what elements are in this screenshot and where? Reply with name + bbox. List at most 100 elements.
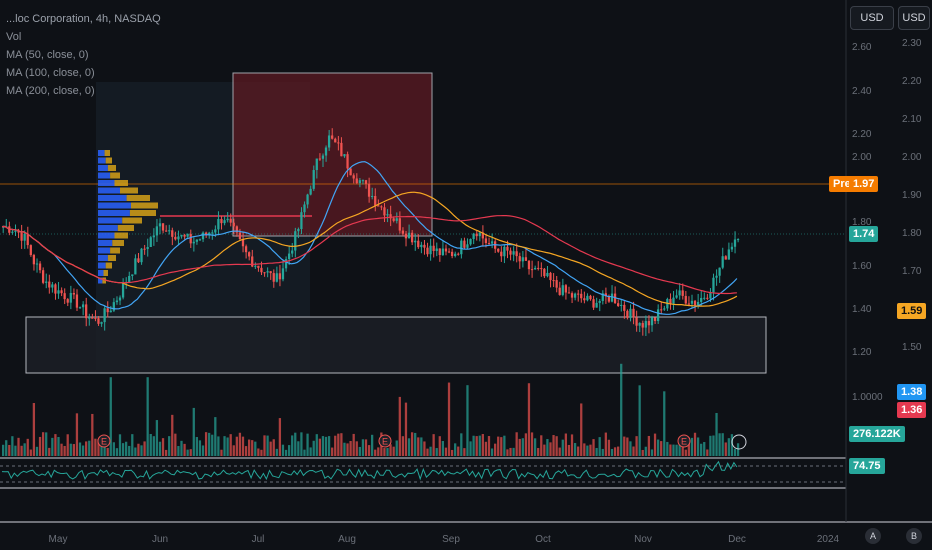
candle-body — [309, 188, 312, 195]
candle-body — [315, 158, 318, 171]
volume-bar — [441, 441, 444, 456]
candle-body — [380, 206, 383, 208]
time-axis-tick: Sep — [442, 534, 460, 545]
candle-body — [26, 233, 29, 246]
volume-bar — [509, 447, 512, 456]
volume-bar — [131, 434, 134, 456]
candle-body — [561, 285, 564, 295]
volume-bar — [420, 437, 423, 456]
support-zone — [25, 316, 767, 374]
volume-bar — [481, 434, 484, 456]
moving-averages — [1, 161, 738, 315]
currency-button-right[interactable]: USD — [898, 6, 930, 30]
volume-bar — [601, 448, 604, 456]
candle-body — [573, 293, 577, 298]
price-axis-tick-left: 1.60 — [852, 261, 872, 272]
candle-body — [420, 244, 423, 248]
volume-bar — [398, 396, 401, 456]
volume-bar — [189, 449, 192, 456]
candle-body — [201, 232, 205, 240]
candle-body — [620, 304, 623, 306]
profile-bar-sell — [126, 195, 150, 201]
volume-bar — [60, 443, 63, 456]
candle-body — [72, 293, 75, 295]
candle-body — [140, 248, 143, 263]
volume-bar — [410, 432, 414, 456]
volume-bar — [115, 448, 119, 456]
profile-bar-buy — [98, 187, 120, 194]
candle-body — [303, 204, 306, 213]
candle-body — [543, 268, 546, 277]
earnings-marker[interactable]: E — [677, 434, 691, 448]
volume-bar — [88, 440, 91, 456]
candle-body — [35, 263, 39, 265]
candle-body — [718, 267, 721, 276]
legend-ma200[interactable]: MA (200, close, 0) — [6, 85, 95, 97]
candle-body — [180, 234, 183, 237]
currency-button-left[interactable]: USD — [850, 6, 894, 30]
profile-bar-sell — [112, 240, 124, 246]
candle-body — [577, 293, 580, 295]
volume-bar — [235, 436, 238, 456]
volume-bar — [604, 432, 607, 456]
volume-bar — [69, 443, 72, 456]
volume-bar — [561, 439, 564, 456]
candle-body — [275, 273, 278, 282]
volume-bar — [63, 445, 66, 456]
candle-body — [653, 317, 657, 321]
legend-vol[interactable]: Vol — [6, 31, 22, 43]
lightning-icon[interactable] — [731, 434, 747, 450]
price-axis-tick-right: 2.10 — [902, 114, 922, 125]
profile-bar-buy — [98, 150, 105, 156]
auto-scale-button[interactable]: A — [865, 528, 881, 544]
time-axis-tick: Nov — [634, 534, 652, 545]
profile-bar-buy — [98, 255, 108, 261]
candle-body — [724, 256, 727, 260]
earnings-marker[interactable]: E — [378, 434, 392, 448]
candle-body — [248, 252, 251, 257]
candle-body — [672, 297, 675, 304]
volume-bar — [647, 435, 651, 456]
volume-bar — [232, 445, 235, 456]
volume-bar — [149, 433, 152, 456]
profile-bar-sell — [103, 270, 108, 276]
volume-bar — [14, 445, 17, 456]
price-axis-tick-left: 1.80 — [852, 217, 872, 228]
symbol-title[interactable]: ...loc Corporation, 4h, NASDAQ — [6, 13, 161, 25]
volume-bar — [278, 418, 282, 456]
volume-bar — [337, 433, 340, 456]
earnings-marker[interactable]: E — [97, 434, 111, 448]
candle-body — [610, 293, 614, 302]
candle-body — [487, 243, 491, 245]
log-scale-button[interactable]: B — [906, 528, 922, 544]
volume-bar — [478, 435, 481, 456]
legend-ma100[interactable]: MA (100, close, 0) — [6, 67, 95, 79]
volume-bar — [214, 417, 217, 456]
candle-body — [736, 239, 740, 241]
volume-bar — [125, 441, 128, 456]
volume-bar — [700, 443, 703, 456]
candle-body — [214, 229, 217, 233]
candle-body — [60, 290, 63, 294]
legend-ma50[interactable]: MA (50, close, 0) — [6, 49, 89, 61]
candle-body — [112, 302, 115, 311]
volume-bar — [340, 433, 343, 456]
volume-bar — [383, 448, 386, 456]
candle-body — [423, 244, 426, 248]
volume-bar — [171, 414, 174, 456]
volume-bar — [487, 436, 491, 456]
candle-body — [570, 293, 574, 298]
candle-body — [75, 294, 79, 308]
candle-body — [284, 259, 288, 269]
volume-bar — [161, 438, 165, 456]
time-axis-tick: Jun — [152, 534, 168, 545]
candle-body — [383, 207, 386, 216]
candle-body — [198, 239, 202, 241]
profile-bar-buy — [98, 217, 123, 224]
volume-bar — [466, 385, 469, 456]
candle-body — [601, 293, 604, 301]
candle-body — [17, 230, 20, 233]
candle-body — [294, 231, 297, 251]
